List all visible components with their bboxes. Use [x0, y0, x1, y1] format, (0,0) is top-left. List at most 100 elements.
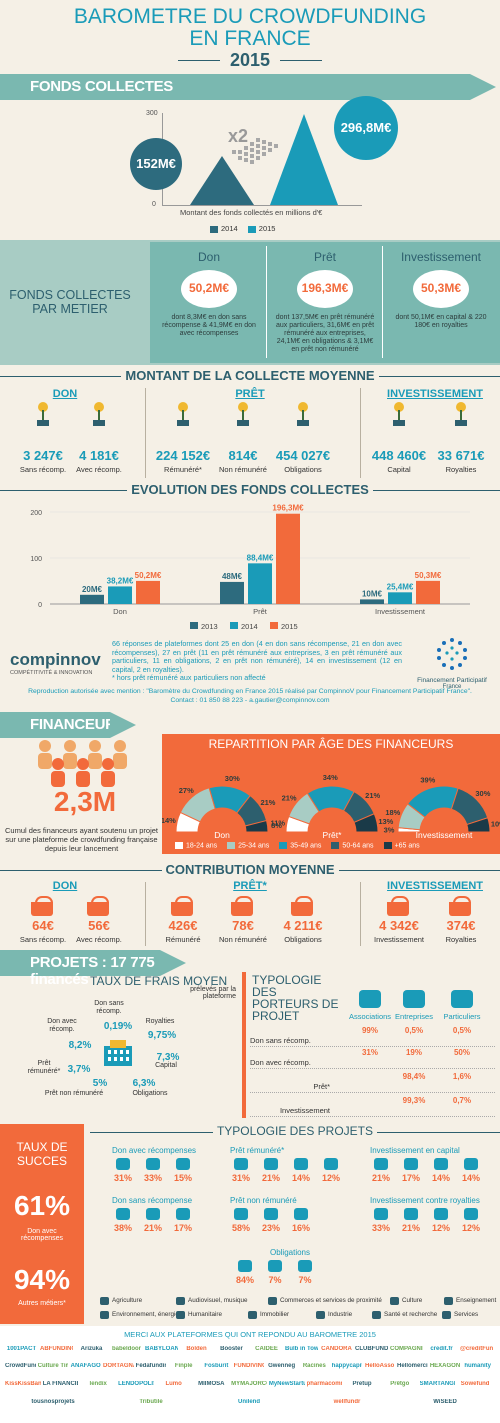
age-legend-label: +65 ans [394, 842, 420, 850]
platform-logo: pharmacomm [306, 1381, 343, 1387]
typo-icon [434, 1208, 448, 1220]
typo-icon [268, 1260, 282, 1272]
frais-value: 3,7% [67, 1064, 91, 1075]
category-label: Don [113, 607, 127, 616]
porteur-value: 99,3% [402, 1096, 426, 1105]
age-pct: 11% [271, 819, 286, 828]
contrib-value: 4 342€ [379, 918, 419, 933]
typo-icon [176, 1208, 190, 1220]
typo-value: 23% [261, 1223, 280, 1233]
contrib-label: Non rémunéré [219, 935, 267, 944]
metier-desc: dont 8,3M€ en don sans récompense & 41,9… [162, 314, 256, 337]
contrib-group-invest: INVESTISSEMENT [387, 880, 483, 892]
age-chart-name: Investissement [416, 830, 473, 840]
contrib-label: Rémunéré [165, 935, 201, 944]
bar-2015 [416, 580, 440, 604]
platform-logo: KissKissBankBank [5, 1381, 41, 1387]
platform-logo: Unilend [238, 1399, 260, 1405]
bar-label: 10M€ [362, 589, 383, 598]
age-pct: 30% [475, 789, 490, 798]
metier-value: 50,3M€ [420, 281, 462, 295]
collecte-label: Rémunéré* [164, 465, 202, 474]
typo-value: 15% [173, 1173, 192, 1183]
evolution-title: EVOLUTION DES FONDS COLLECTES [127, 482, 373, 497]
typo-value: 14% [431, 1173, 450, 1183]
triangle-2014 [190, 156, 254, 205]
typo-icon [238, 1260, 252, 1272]
collecte-value: 454 027€ [275, 448, 331, 463]
porteur-value: 31% [361, 1048, 378, 1057]
typo-block-name: Obligations [269, 1248, 311, 1257]
platform-logo: Racines [302, 1363, 326, 1369]
platform-logo: Finple [174, 1363, 193, 1369]
platform-logo: Bulb in Town [285, 1346, 318, 1352]
contrib-label: Royalties [445, 935, 477, 944]
frais-value: 5% [92, 1078, 108, 1089]
category-label: Prêt [253, 607, 268, 616]
legend-icon [390, 1297, 399, 1305]
collecte-label: Non rémunéré [219, 465, 267, 474]
platform-logo: Tributile [139, 1399, 163, 1405]
platform-logo: SMARTANGELS [419, 1381, 456, 1387]
contrib-value: 4 211€ [283, 918, 323, 933]
legend-icon [372, 1311, 381, 1319]
repro-text: Reproduction autorisée avec mention : "B… [28, 688, 472, 695]
money-plant-icon [294, 402, 312, 426]
fonds-triangles [190, 114, 338, 205]
basket-icon [449, 896, 471, 916]
bar-label: 25,4M€ [387, 582, 414, 591]
platform-logo: CANDORA [321, 1346, 352, 1352]
bar-2015 [136, 580, 160, 604]
collecte-moyenne-title: MONTANT DE LA COLLECTE MOYENNE [121, 368, 379, 383]
porteur-row-label: Prêt* [313, 1082, 330, 1091]
platform-logo: HEXAGON [429, 1363, 461, 1369]
platform-logo: CLUBFUNDING [355, 1346, 388, 1352]
typo-value: 33% [371, 1223, 390, 1233]
category-label: Investissement [375, 607, 426, 616]
platform-logo: Gwenneg [268, 1363, 296, 1369]
y-tick-label: 0 [38, 602, 42, 609]
platform-logo: DORTAGNANS [103, 1363, 134, 1369]
collecte-value: 448 460€ [371, 448, 427, 463]
porteur-value: 0,5% [404, 1026, 424, 1035]
age-pct: 13% [378, 817, 393, 826]
porteur-row-label: Don sans récomp. [250, 1036, 311, 1045]
typo-value: 21% [143, 1223, 162, 1233]
platform-logo: humanity [464, 1363, 491, 1369]
bar-2014 [248, 563, 272, 604]
legend-swatch [279, 842, 288, 849]
source-text: 66 réponses de plateformes dont 25 en do… [112, 639, 402, 683]
multiply-grid [232, 138, 278, 164]
typo-icon [464, 1208, 478, 1220]
collecte-label: Obligations [284, 465, 322, 474]
typo-icon [374, 1208, 388, 1220]
bar-2013 [80, 594, 104, 604]
platform-logo: LENDOPOLIS [118, 1381, 154, 1387]
age-pct: 21% [365, 791, 380, 800]
typo-icon [146, 1158, 160, 1170]
typo-icon [404, 1208, 418, 1220]
legend-icon [176, 1311, 185, 1319]
legend-label: 2015 [281, 622, 298, 631]
typo-icon [234, 1208, 248, 1220]
typo-icon [298, 1260, 312, 1272]
age-pct: 10% [491, 819, 500, 828]
platform-logo: Arizuka [80, 1346, 103, 1352]
y-tick-0: 0 [152, 201, 156, 208]
legend-swatch [383, 842, 392, 849]
legend-icon [100, 1311, 109, 1319]
legend-swatch [175, 842, 183, 849]
y-tick-300: 300 [146, 110, 158, 117]
typo-legend-label: Immobilier [260, 1311, 290, 1318]
typo-icon [264, 1208, 278, 1220]
porteur-col-label: Particuliers [443, 1012, 481, 1021]
typo-value: 12% [431, 1223, 450, 1233]
age-pct: 39% [420, 775, 435, 784]
platform-logo: @creditFunding [460, 1346, 493, 1352]
typo-legend-label: Audiovisuel, musique [188, 1297, 248, 1304]
age-donut-charts: 14% 27% 30% 21% 8% Don 11% 21% 34% 21% 13% Prêt* 3% 1… [162, 773, 500, 840]
succes-label2: Autres métiers* [18, 1300, 66, 1307]
contrib-group-pret: PRÊT* [233, 880, 267, 892]
typo-value: 7% [268, 1275, 282, 1285]
people-group-icon [30, 738, 140, 788]
